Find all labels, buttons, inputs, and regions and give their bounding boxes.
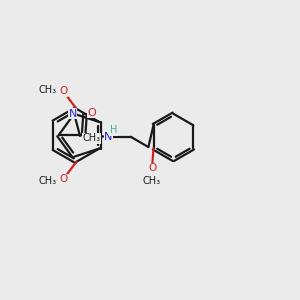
Text: O: O — [59, 86, 67, 96]
Text: CH₃: CH₃ — [82, 133, 100, 143]
Text: N: N — [68, 109, 77, 119]
Text: CH₃: CH₃ — [39, 85, 57, 94]
Text: O: O — [59, 174, 67, 184]
Text: CH₃: CH₃ — [39, 176, 57, 186]
Text: N: N — [104, 132, 112, 142]
Text: H: H — [110, 125, 117, 135]
Text: CH₃: CH₃ — [143, 176, 161, 186]
Text: O: O — [87, 108, 96, 118]
Text: O: O — [148, 163, 156, 173]
